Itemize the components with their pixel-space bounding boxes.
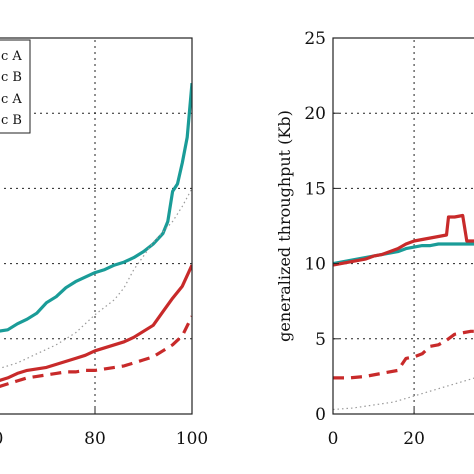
legend-box	[0, 39, 31, 134]
right-grid	[333, 38, 474, 414]
series-line	[0, 315, 192, 388]
x-tick-label: 100	[176, 429, 208, 449]
y-tick-label: 10	[304, 255, 326, 275]
right-y-ticks: 0 5 10 15 20 25	[304, 29, 339, 425]
x-tick-label: 80	[84, 429, 106, 449]
series-line	[333, 213, 474, 267]
right-plot-frame	[332, 37, 474, 415]
series-line	[0, 264, 192, 382]
y-tick-label: 15	[304, 179, 326, 199]
x-tick-label: 0	[328, 429, 339, 449]
series-line	[333, 329, 474, 380]
x-tick-label: 0	[0, 429, 3, 449]
legend-entry: c A	[1, 49, 22, 64]
series-line	[0, 188, 192, 369]
legend-entry: c B	[1, 70, 22, 85]
legend: c A c B c A c B	[0, 39, 31, 134]
y-tick-label: 25	[304, 29, 326, 49]
left-x-ticks: 0 80 100	[0, 408, 208, 449]
x-tick-label: 20	[403, 429, 425, 449]
legend-entry: c A	[1, 92, 22, 107]
y-tick-label: 5	[315, 330, 326, 350]
series-line	[0, 82, 192, 333]
right-y-axis-label: generalized throughput (Kb)	[275, 110, 294, 342]
series-line	[333, 377, 474, 411]
right-x-ticks: 0 20	[328, 408, 425, 449]
legend-entry: c B	[1, 113, 22, 128]
left-series	[0, 82, 192, 388]
right-panel: 0 20 0 5 10 15 20 25 generalized throughput (K…	[275, 29, 474, 449]
right-series	[333, 213, 474, 411]
left-panel: 0 80 100 c A c B c A c B	[0, 37, 208, 449]
y-tick-label: 20	[304, 104, 326, 124]
y-tick-label: 0	[315, 405, 326, 425]
left-grid	[0, 38, 192, 414]
